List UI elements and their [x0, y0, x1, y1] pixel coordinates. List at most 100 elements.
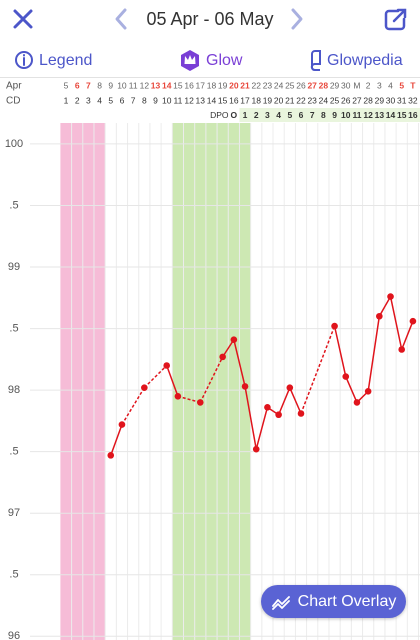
cd-number: 28	[363, 95, 373, 105]
temp-segment	[121, 387, 145, 425]
temp-point	[342, 373, 350, 380]
dpo-number: 2	[254, 110, 259, 120]
cd-number: 1	[64, 95, 69, 105]
temp-point	[241, 383, 249, 390]
temp-point	[376, 312, 383, 320]
temp-point	[118, 421, 126, 428]
date-label: 8	[97, 80, 102, 90]
glowpedia-button[interactable]: Glowpedia	[310, 50, 403, 71]
temp-segment	[367, 316, 381, 392]
y-tick-label: 98	[8, 384, 20, 396]
date-label: 25	[285, 80, 295, 90]
date-label: 5	[399, 80, 404, 90]
cd-number: 29	[375, 95, 385, 105]
date-label: 30	[341, 80, 351, 90]
close-button[interactable]	[13, 9, 33, 29]
fertile-band	[172, 123, 251, 640]
cd-number: 22	[296, 95, 306, 105]
temp-point	[353, 399, 361, 406]
temp-point	[297, 410, 305, 417]
temp-point	[219, 353, 226, 361]
cd-number: 24	[319, 95, 329, 105]
dpo-number: 12	[363, 110, 373, 120]
temp-point	[174, 392, 182, 400]
dpo-number: 4	[276, 110, 281, 120]
button-label: Chart Overlay	[297, 592, 397, 610]
date-label: 29	[330, 80, 340, 90]
temp-point	[409, 317, 417, 325]
temp-point	[286, 384, 294, 391]
date-label: 15	[173, 80, 183, 90]
temp-point	[252, 445, 260, 453]
cd-number: 26	[341, 95, 351, 105]
temp-point	[163, 362, 171, 369]
header-bg	[0, 0, 420, 78]
dpo-number: 6	[299, 110, 304, 120]
cd-number: 14	[207, 95, 217, 105]
cd-number: 5	[108, 95, 113, 105]
cd-number: 11	[173, 95, 182, 105]
date-label: 4	[388, 80, 393, 90]
temp-segment	[244, 386, 257, 450]
date-range: 05 Apr - 06 May	[146, 9, 273, 29]
temp-point	[364, 388, 372, 395]
share-button[interactable]	[384, 8, 407, 31]
temp-segment	[166, 365, 179, 397]
dpo-number: 5	[287, 110, 292, 120]
temp-point	[141, 384, 148, 391]
y-tick-label: .5	[9, 322, 18, 334]
y-tick-label: 97	[8, 507, 20, 519]
date-label: 12	[140, 80, 150, 90]
temp-segment	[333, 325, 347, 377]
temp-point	[387, 293, 394, 300]
temp-segment	[255, 407, 269, 450]
date-label: 16	[184, 80, 194, 90]
dpo-number: 15	[397, 110, 407, 120]
cd-number: 31	[397, 95, 407, 105]
date-label: 7	[86, 80, 91, 90]
month-label: Apr	[6, 81, 22, 92]
dpo-number: 14	[386, 110, 396, 120]
y-tick-label: .5	[9, 199, 18, 211]
dpo-number: 16	[408, 110, 418, 120]
date-label: 22	[252, 80, 262, 90]
cd-number: 4	[97, 95, 102, 105]
cd-number: 2	[75, 95, 80, 105]
temp-point	[107, 452, 115, 459]
cd-number: 13	[196, 95, 206, 105]
dpo-label: DPO	[210, 110, 229, 120]
dpo-number: 8	[321, 110, 326, 120]
temp-segment	[300, 325, 336, 414]
dpo-number: 3	[265, 110, 270, 120]
y-tick-label: .5	[9, 569, 18, 581]
chart-overlay-button[interactable]: Chart Overlay	[261, 585, 406, 618]
dpo-number: 7	[310, 110, 315, 120]
glow-button[interactable]: Glow	[181, 50, 243, 71]
backgrounds	[60, 123, 251, 640]
temp-segment	[110, 424, 123, 456]
next-button[interactable]	[291, 8, 303, 30]
date-label: 17	[196, 80, 206, 90]
date-label: 23	[263, 80, 273, 90]
labels: 100.599.598.597.596AprCDDPO5162738495106…	[5, 80, 420, 640]
date-label: 11	[129, 80, 138, 90]
date-label: 19	[218, 80, 228, 90]
date-label: 24	[274, 80, 284, 90]
temp-segment	[378, 296, 392, 317]
dpo-number: 9	[332, 110, 337, 120]
cd-number: 8	[142, 95, 147, 105]
temp-point	[331, 322, 338, 330]
date-label: 18	[207, 80, 217, 90]
cd-number: 15	[218, 95, 228, 105]
date-label: 13	[151, 80, 161, 90]
cd-number: 30	[386, 95, 396, 105]
date-label: 26	[296, 80, 306, 90]
temp-point	[196, 399, 204, 406]
temp-segment	[277, 387, 291, 416]
legend-label: Legend	[39, 52, 92, 69]
prev-button[interactable]	[115, 8, 127, 30]
date-label: 20	[229, 80, 239, 90]
legend-button[interactable]: Legend	[15, 51, 92, 69]
